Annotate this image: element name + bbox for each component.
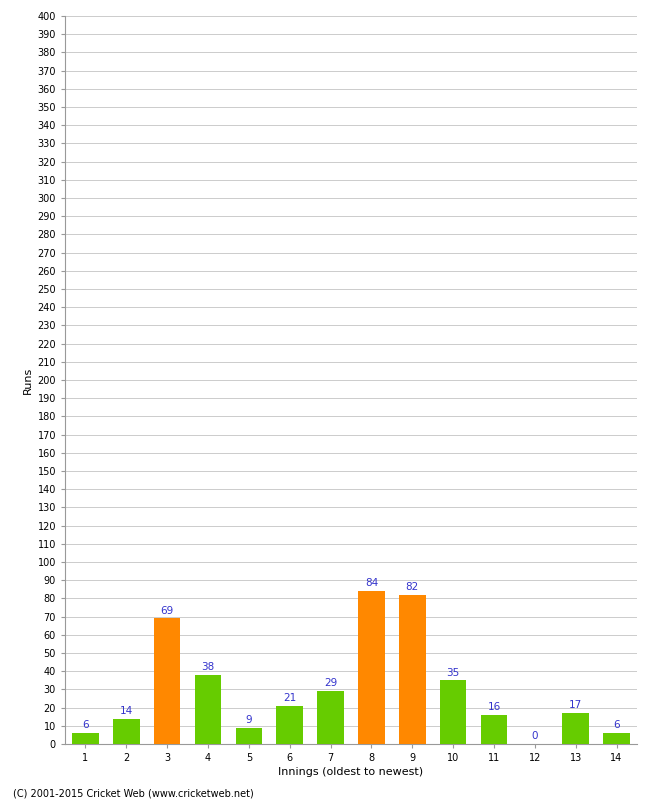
Bar: [317, 691, 344, 744]
Bar: [481, 715, 507, 744]
Bar: [358, 591, 385, 744]
Text: 21: 21: [283, 693, 296, 703]
Bar: [603, 733, 630, 744]
Bar: [195, 675, 221, 744]
Text: 82: 82: [406, 582, 419, 592]
Text: 9: 9: [246, 715, 252, 725]
Bar: [113, 718, 140, 744]
Text: 17: 17: [569, 700, 582, 710]
Bar: [440, 680, 467, 744]
Text: 69: 69: [161, 606, 174, 616]
Text: 0: 0: [532, 731, 538, 742]
Text: 6: 6: [82, 720, 89, 730]
Text: 6: 6: [613, 720, 620, 730]
Text: (C) 2001-2015 Cricket Web (www.cricketweb.net): (C) 2001-2015 Cricket Web (www.cricketwe…: [13, 788, 254, 798]
Bar: [399, 594, 426, 744]
Bar: [276, 706, 303, 744]
Bar: [235, 728, 262, 744]
Text: 14: 14: [120, 706, 133, 716]
Text: 29: 29: [324, 678, 337, 689]
Bar: [72, 733, 99, 744]
Bar: [562, 713, 589, 744]
X-axis label: Innings (oldest to newest): Innings (oldest to newest): [278, 767, 424, 777]
Y-axis label: Runs: Runs: [23, 366, 33, 394]
Bar: [154, 618, 181, 744]
Text: 84: 84: [365, 578, 378, 588]
Text: 16: 16: [488, 702, 500, 712]
Text: 35: 35: [447, 667, 460, 678]
Text: 38: 38: [202, 662, 214, 672]
